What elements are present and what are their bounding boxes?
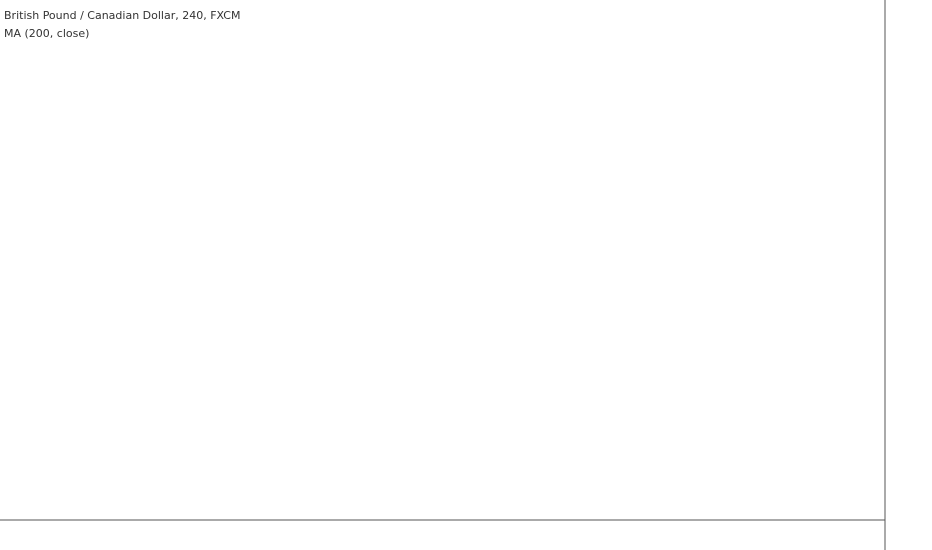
time-axis [0,520,932,550]
price-axis [885,0,932,550]
indicator-label: MA (200, close) [4,27,89,40]
chart-title: British Pound / Canadian Dollar, 240, FX… [4,9,240,22]
